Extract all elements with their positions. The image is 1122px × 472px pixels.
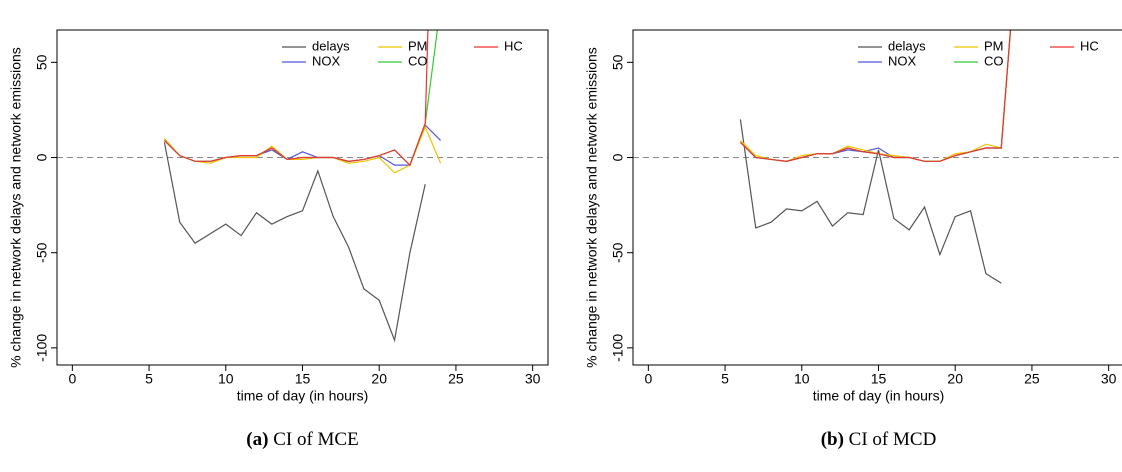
series-line (163, 142, 426, 343)
panel: 0 5 10 15 20 25 30 -100 -50 0 50 time of day (in ho… (584, 29, 1122, 450)
x-tick-label: 20 (371, 371, 387, 387)
legend-label: CO (408, 53, 428, 68)
x-axis-label: time of day (in hours) (813, 388, 945, 404)
series-line (163, 125, 442, 174)
caption: (b) CI of MCD (821, 429, 937, 450)
x-tick-label: 25 (448, 371, 464, 387)
series-line (739, 119, 1002, 284)
y-tick-label: -100 (610, 334, 626, 362)
x-tick-label: 5 (721, 371, 729, 387)
caption-text: CI of MCD (849, 429, 937, 450)
plot-area (163, 30, 442, 343)
series-line (739, 30, 1012, 162)
legend-label: HC (504, 38, 523, 53)
x-tick-label: 30 (525, 371, 541, 387)
legend-label: delays (888, 38, 926, 53)
legend-label: NOX (888, 53, 917, 68)
x-tick-label: 5 (145, 371, 153, 387)
y-tick-label: 0 (610, 153, 626, 161)
x-tick-label: 10 (794, 371, 810, 387)
y-tick-label: 0 (34, 153, 50, 161)
caption-label: (b) (821, 429, 844, 450)
caption-text: CI of MCE (273, 429, 359, 450)
y-axis-label: % change in network delays and network e… (8, 47, 24, 368)
plot-frame (56, 29, 549, 366)
x-tick-label: 15 (871, 371, 887, 387)
plot-frame (632, 29, 1122, 366)
panel: 0 5 10 15 20 25 30 -100 -50 0 50 time of day (in ho… (8, 29, 549, 450)
series-line (163, 30, 438, 167)
x-tick-label: 0 (68, 371, 76, 387)
legend-label: NOX (312, 53, 341, 68)
series-line (739, 30, 1012, 162)
legend-label: PM (984, 38, 1004, 53)
caption: (a) CI of MCE (246, 429, 358, 450)
x-tick-label: 25 (1024, 371, 1040, 387)
x-tick-label: 10 (218, 371, 234, 387)
y-tick-label: -50 (610, 242, 626, 262)
y-tick-label: 50 (610, 54, 626, 70)
x-tick-label: 15 (295, 371, 311, 387)
legend-label: delays (312, 38, 350, 53)
y-axis-label: % change in network delays and network e… (584, 47, 600, 368)
legend-label: HC (1080, 38, 1099, 53)
x-tick-label: 30 (1101, 371, 1117, 387)
legend-label: PM (408, 38, 428, 53)
y-tick-label: -50 (34, 242, 50, 262)
y-tick-label: -100 (34, 334, 50, 362)
series-line (163, 30, 429, 167)
caption-label: (a) (246, 429, 268, 450)
series-line (739, 30, 1012, 162)
legend-label: CO (984, 53, 1004, 68)
x-tick-label: 20 (947, 371, 963, 387)
y-tick-label: 50 (34, 54, 50, 70)
x-tick-label: 0 (644, 371, 652, 387)
x-axis-label: time of day (in hours) (237, 388, 369, 404)
plot-area (739, 30, 1012, 284)
series-line (739, 30, 1012, 162)
